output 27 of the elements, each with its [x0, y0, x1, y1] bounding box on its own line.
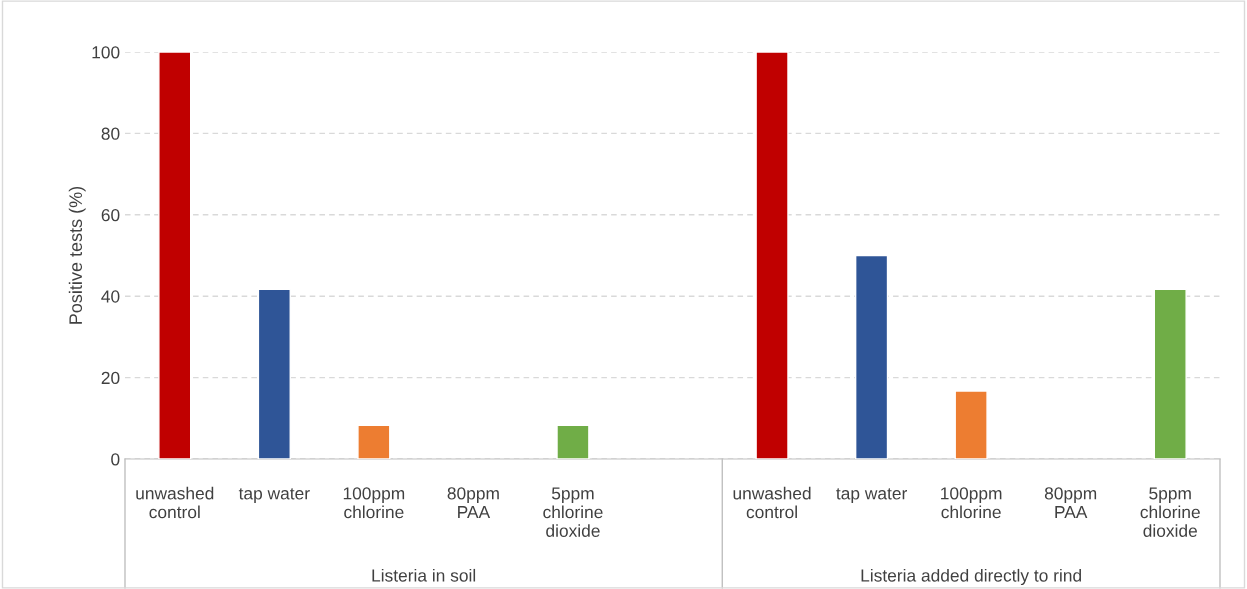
- y-tick-label: 0: [111, 453, 120, 466]
- bar: [854, 254, 889, 459]
- x-tick-label: 100ppm chlorine: [941, 487, 1002, 519]
- text: Listeria added directly to rind: [861, 568, 1081, 586]
- y-tick-label: 40: [101, 290, 120, 303]
- y-tick-label: 60: [101, 208, 120, 222]
- x-tick-label: unwashed control: [733, 486, 811, 519]
- bar: [357, 424, 391, 459]
- y-axis-title: Positive tests (%): [68, 186, 86, 324]
- bar: [954, 390, 988, 459]
- y-tick-label: 100: [92, 46, 120, 59]
- bar: [1153, 288, 1187, 459]
- y-tick-label: 20: [101, 371, 120, 385]
- x-tick-label: 80ppm PAA: [1044, 487, 1097, 519]
- bar: [556, 424, 590, 459]
- x-tick-label: 100ppm chlorine: [343, 487, 405, 519]
- bar: [755, 52, 789, 459]
- x-tick-label: unwashed control: [136, 486, 214, 519]
- x-tick-label: 5ppm chlorine dioxide: [1140, 487, 1200, 537]
- x-tick-label: 80ppm PAA: [447, 487, 499, 519]
- x-tick-label: 5ppm chlorine dioxide: [543, 487, 603, 537]
- bar: [257, 288, 291, 459]
- text: Listeria in soil: [372, 568, 476, 582]
- x-tick-label: tap water: [238, 488, 310, 503]
- bar: [158, 52, 192, 459]
- y-tick-label: 80: [101, 127, 120, 140]
- x-tick-label: tap water: [836, 488, 908, 503]
